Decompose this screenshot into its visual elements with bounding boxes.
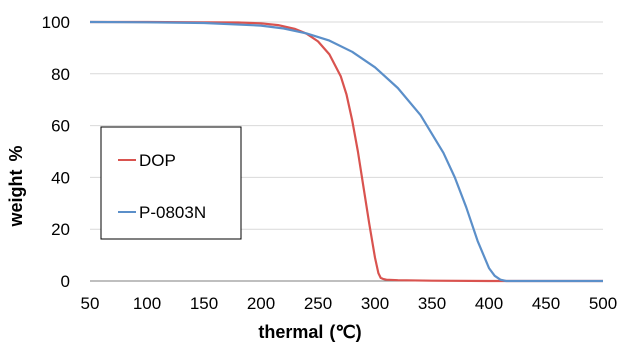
y-axis-label: weight% <box>6 145 26 227</box>
y-axis-ticks: 0 20 40 60 80 100 <box>42 13 70 291</box>
series-line-p-0803n <box>89 20 603 283</box>
x-tick-label: 250 <box>304 294 332 313</box>
series-line-dop <box>90 20 603 283</box>
y-tick-label: 40 <box>51 168 70 187</box>
x-tick-label: 400 <box>475 294 503 313</box>
x-axis-unit: (℃) <box>329 322 361 342</box>
x-tick-label: 100 <box>133 294 161 313</box>
x-tick-label: 50 <box>81 294 100 313</box>
y-axis-unit: % <box>6 145 26 161</box>
series-lines <box>89 20 603 283</box>
x-axis-ticks: 50 100 150 200 250 300 350 400 450 500 <box>81 294 618 313</box>
x-axis-label-text: thermal <box>258 322 323 342</box>
legend-label-p-0803n: P-0803N <box>139 203 206 222</box>
y-tick-label: 0 <box>61 272 70 291</box>
y-tick-label: 60 <box>51 117 70 136</box>
y-axis-label-text: weight <box>6 170 26 228</box>
legend-box <box>100 126 242 240</box>
x-tick-label: 350 <box>418 294 446 313</box>
y-tick-label: 100 <box>42 13 70 32</box>
y-tick-label: 80 <box>51 65 70 84</box>
x-tick-label: 300 <box>361 294 389 313</box>
y-tick-label: 20 <box>51 220 70 239</box>
x-tick-label: 450 <box>532 294 560 313</box>
legend-label-dop: DOP <box>139 151 176 170</box>
x-tick-label: 200 <box>247 294 275 313</box>
x-axis-label: thermal (℃) <box>258 322 361 342</box>
legend: DOP P-0803N <box>100 126 242 240</box>
x-tick-label: 500 <box>589 294 617 313</box>
x-tick-label: 150 <box>190 294 218 313</box>
